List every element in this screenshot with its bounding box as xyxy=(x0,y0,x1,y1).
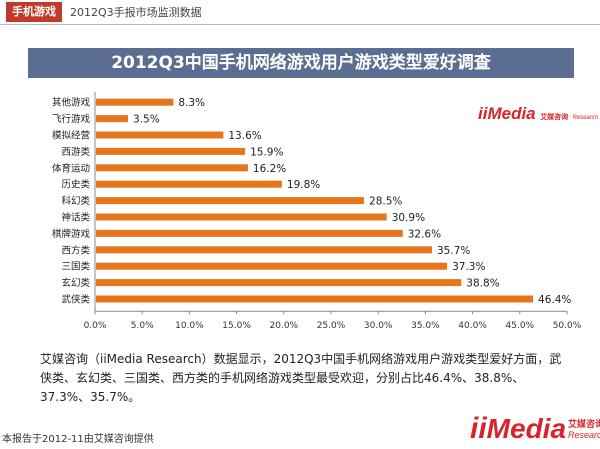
header-divider xyxy=(0,24,600,25)
value-label: 32.6% xyxy=(408,228,441,240)
chart-title: 2012Q3中国手机网络游戏用户游戏类型爱好调查 xyxy=(28,48,574,78)
category-label: 神话类 xyxy=(61,212,90,224)
value-label: 37.3% xyxy=(452,261,485,273)
x-tick-label: 50.0% xyxy=(553,321,582,331)
bar xyxy=(96,131,224,139)
iimedia-logo: ii Media 艾媒咨询 Research xyxy=(470,414,600,444)
bar xyxy=(96,229,403,237)
value-label: 16.2% xyxy=(253,163,286,175)
category-label: 体育运动 xyxy=(52,162,90,174)
x-tick-label: 20.0% xyxy=(270,321,299,331)
bar xyxy=(96,246,433,254)
bar xyxy=(96,180,282,188)
logo-en: Research xyxy=(572,115,599,121)
bar xyxy=(96,213,387,221)
chart-description: 艾媒咨询（iiMedia Research）数据显示，2012Q3中国手机网络游… xyxy=(40,352,562,404)
bar-chart: 0.0% 5.0% 10.0% 15.0% 20.0% 25.0% 30.0% 35.0% 40… xyxy=(52,92,582,331)
logo-big-ii: ii xyxy=(470,412,487,445)
value-label: 35.7% xyxy=(437,245,470,257)
bar xyxy=(96,147,246,155)
logo-big-media: Media xyxy=(486,413,567,444)
category-label: 玄幻类 xyxy=(61,277,90,289)
iimedia-logo-small: iiMedia 艾媒咨询 Research xyxy=(478,104,598,124)
logo-ii: ii xyxy=(478,104,488,123)
logo-big-en: Research xyxy=(568,430,600,440)
bar xyxy=(96,115,129,123)
logo-media: Media xyxy=(487,104,536,123)
category-label: 历史类 xyxy=(61,179,90,191)
category-label: 模拟经营 xyxy=(52,130,90,142)
logo-cn: 艾媒咨询 xyxy=(540,114,569,121)
bar xyxy=(96,98,174,106)
value-label: 8.3% xyxy=(178,97,205,109)
x-tick-label: 25.0% xyxy=(317,321,346,331)
header-subtitle: 2012Q3手报市场监测数据 xyxy=(70,6,202,19)
bar xyxy=(96,197,365,205)
category-label: 其他游戏 xyxy=(52,97,91,109)
x-tick-label: 30.0% xyxy=(364,321,393,331)
top-bar: 手机游戏 2012Q3手报市场监测数据 xyxy=(0,0,600,24)
bar xyxy=(96,279,462,287)
category-label: 三国类 xyxy=(61,261,90,273)
value-label: 19.8% xyxy=(287,179,320,191)
value-label: 46.4% xyxy=(538,294,571,306)
value-label: 30.9% xyxy=(392,212,425,224)
value-label: 3.5% xyxy=(133,114,160,126)
x-tick-label: 0.0% xyxy=(84,321,107,331)
x-tick-label: 40.0% xyxy=(458,321,487,331)
bar xyxy=(96,164,248,172)
category-label: 西方类 xyxy=(61,244,90,256)
x-tick-label: 10.0% xyxy=(175,321,204,331)
value-label: 13.6% xyxy=(228,130,261,142)
logo-big-cn: 艾媒咨询 xyxy=(568,419,600,429)
x-tick-label: 5.0% xyxy=(131,321,154,331)
bar xyxy=(96,295,534,303)
category-label: 棋牌游戏 xyxy=(52,228,91,240)
bar xyxy=(96,262,448,270)
x-tick-label: 45.0% xyxy=(506,321,535,331)
category-tag: 手机游戏 xyxy=(6,2,62,22)
category-label: 科幻类 xyxy=(61,195,90,207)
value-label: 15.9% xyxy=(250,146,283,158)
category-label: 武侠类 xyxy=(61,294,90,306)
value-label: 28.5% xyxy=(369,196,402,208)
x-tick-label: 15.0% xyxy=(222,321,251,331)
x-tick-label: 35.0% xyxy=(411,321,440,331)
footer-note: 本报告于2012-11由艾媒咨询提供 xyxy=(2,434,154,445)
category-label: 西游类 xyxy=(61,146,90,158)
value-label: 38.8% xyxy=(466,278,499,290)
category-label: 飞行游戏 xyxy=(52,113,91,125)
